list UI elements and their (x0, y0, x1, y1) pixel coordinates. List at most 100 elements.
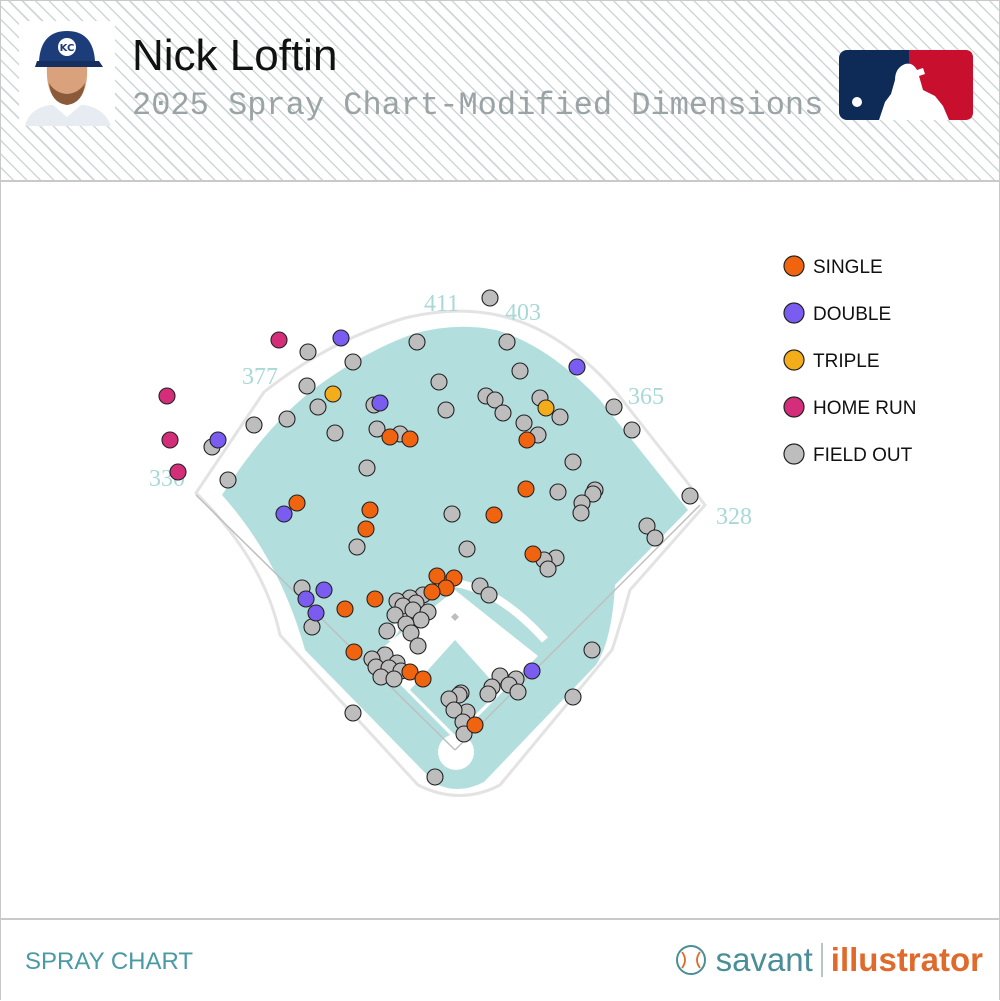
hit-point-field-out (408, 333, 426, 351)
hit-point-single (366, 590, 384, 608)
hit-point-field-out (385, 670, 403, 688)
hit-point-field-out (481, 289, 499, 307)
legend-swatch (783, 396, 805, 418)
hit-point-field-out (386, 606, 404, 624)
outfield-wall (194, 309, 707, 797)
hit-point-field-out (551, 408, 569, 426)
player-name: Nick Loftin (132, 31, 338, 80)
legend-swatch (783, 349, 805, 371)
legend-label-double: DOUBLE (813, 304, 891, 325)
hit-point-field-out (309, 398, 327, 416)
hit-point-field-out (298, 377, 316, 395)
hit-point-single (517, 480, 535, 498)
legend-label-home-run: HOME RUN (813, 398, 916, 419)
hit-point-field-out (402, 624, 420, 642)
legend-swatch (783, 255, 805, 277)
hit-point-field-out (455, 725, 473, 743)
field-grass (222, 326, 688, 790)
footer-label: SPRAY CHART (25, 948, 194, 975)
hit-points (158, 289, 699, 786)
hit-point-field-out (409, 637, 427, 655)
hit-point-single (336, 600, 354, 618)
hit-point-single (437, 579, 455, 597)
hit-point-field-out (426, 768, 444, 786)
hit-point-single (485, 506, 503, 524)
hit-point-double (297, 590, 315, 608)
hit-point-single (518, 431, 536, 449)
legend-item-double: DOUBLE (783, 302, 891, 325)
hit-point-single (357, 520, 375, 538)
hit-point-double (332, 329, 350, 347)
hit-point-single (401, 663, 419, 681)
legend-label-triple: TRIPLE (813, 351, 880, 372)
savant-illustrator-brand: savant illustrator (674, 938, 983, 982)
hit-point-triple (324, 385, 342, 403)
mlb-logo (839, 50, 973, 120)
hit-point-field-out (498, 333, 516, 351)
hit-point-field-out (458, 540, 476, 558)
hit-point-field-out (219, 471, 237, 489)
dim-label-403: 403 (505, 300, 541, 326)
brand-illustrator: illustrator (830, 941, 983, 978)
legend-label-field-out: FIELD OUT (813, 445, 913, 466)
hit-point-field-out (681, 487, 699, 505)
dim-label-365: 365 (628, 384, 664, 410)
right-foul-line (454, 504, 701, 751)
hit-point-double (275, 505, 293, 523)
hit-point-home-run (158, 387, 176, 405)
hit-point-field-out (564, 453, 582, 471)
chart-subtitle: 2025 Spray Chart-Modified Dimensions (132, 87, 824, 124)
hit-point-field-out (486, 391, 504, 409)
hit-point-field-out (245, 416, 263, 434)
hit-point-field-out (646, 529, 664, 547)
hit-point-single (423, 583, 441, 601)
hit-point-home-run (161, 431, 179, 449)
hit-point-single (466, 716, 484, 734)
hit-point-field-out (412, 611, 430, 629)
hit-point-single (428, 567, 446, 585)
hit-point-field-out (344, 353, 362, 371)
dim-label-411: 411 (424, 291, 459, 317)
hit-point-triple (537, 399, 555, 417)
left-foul-line (195, 494, 456, 751)
hit-point-field-out (511, 362, 529, 380)
dim-label-377: 377 (242, 364, 278, 390)
hit-point-field-out (299, 343, 317, 361)
legend-item-field-out: FIELD OUT (783, 443, 913, 466)
hit-point-single (288, 494, 306, 512)
pitcher-mound (451, 613, 459, 621)
hit-point-field-out (358, 459, 376, 477)
legend-label-single: SINGLE (813, 257, 883, 278)
legend-swatch (783, 443, 805, 465)
hit-point-single (361, 501, 379, 519)
hit-point-field-out (572, 504, 590, 522)
hit-point-single (345, 643, 363, 661)
dim-label-328: 328 (716, 504, 752, 530)
baseball-icon (675, 945, 706, 975)
brand-savant: savant (715, 941, 813, 978)
hit-point-field-out (549, 483, 567, 501)
hit-point-field-out (583, 641, 601, 659)
hit-point-single (401, 430, 419, 448)
player-headshot: KC (19, 21, 115, 126)
hit-point-field-out (348, 538, 366, 556)
hit-point-field-out (326, 424, 344, 442)
footer: SPRAY CHART savant illustrator (1, 918, 999, 1001)
hit-point-field-out (605, 398, 623, 416)
hit-point-field-out (445, 701, 463, 719)
header: KC Nick Loftin 2025 Spray Chart-Modified… (1, 1, 999, 182)
brand-divider (820, 943, 823, 977)
legend-item-single: SINGLE (783, 255, 883, 278)
hit-point-field-out (509, 683, 527, 701)
hit-point-field-out (443, 505, 461, 523)
hit-point-double (307, 604, 325, 622)
hit-point-field-out (515, 414, 533, 432)
hit-point-field-out (539, 560, 557, 578)
hit-point-field-out (638, 517, 656, 535)
hit-point-field-out (303, 618, 321, 636)
legend: SINGLE DOUBLE TRIPLE HOME RUN FIELD OUT (783, 255, 916, 466)
hit-point-field-out (480, 586, 498, 604)
hit-point-home-run (169, 463, 187, 481)
hit-point-field-out (437, 401, 455, 419)
svg-text:KC: KC (60, 43, 75, 54)
